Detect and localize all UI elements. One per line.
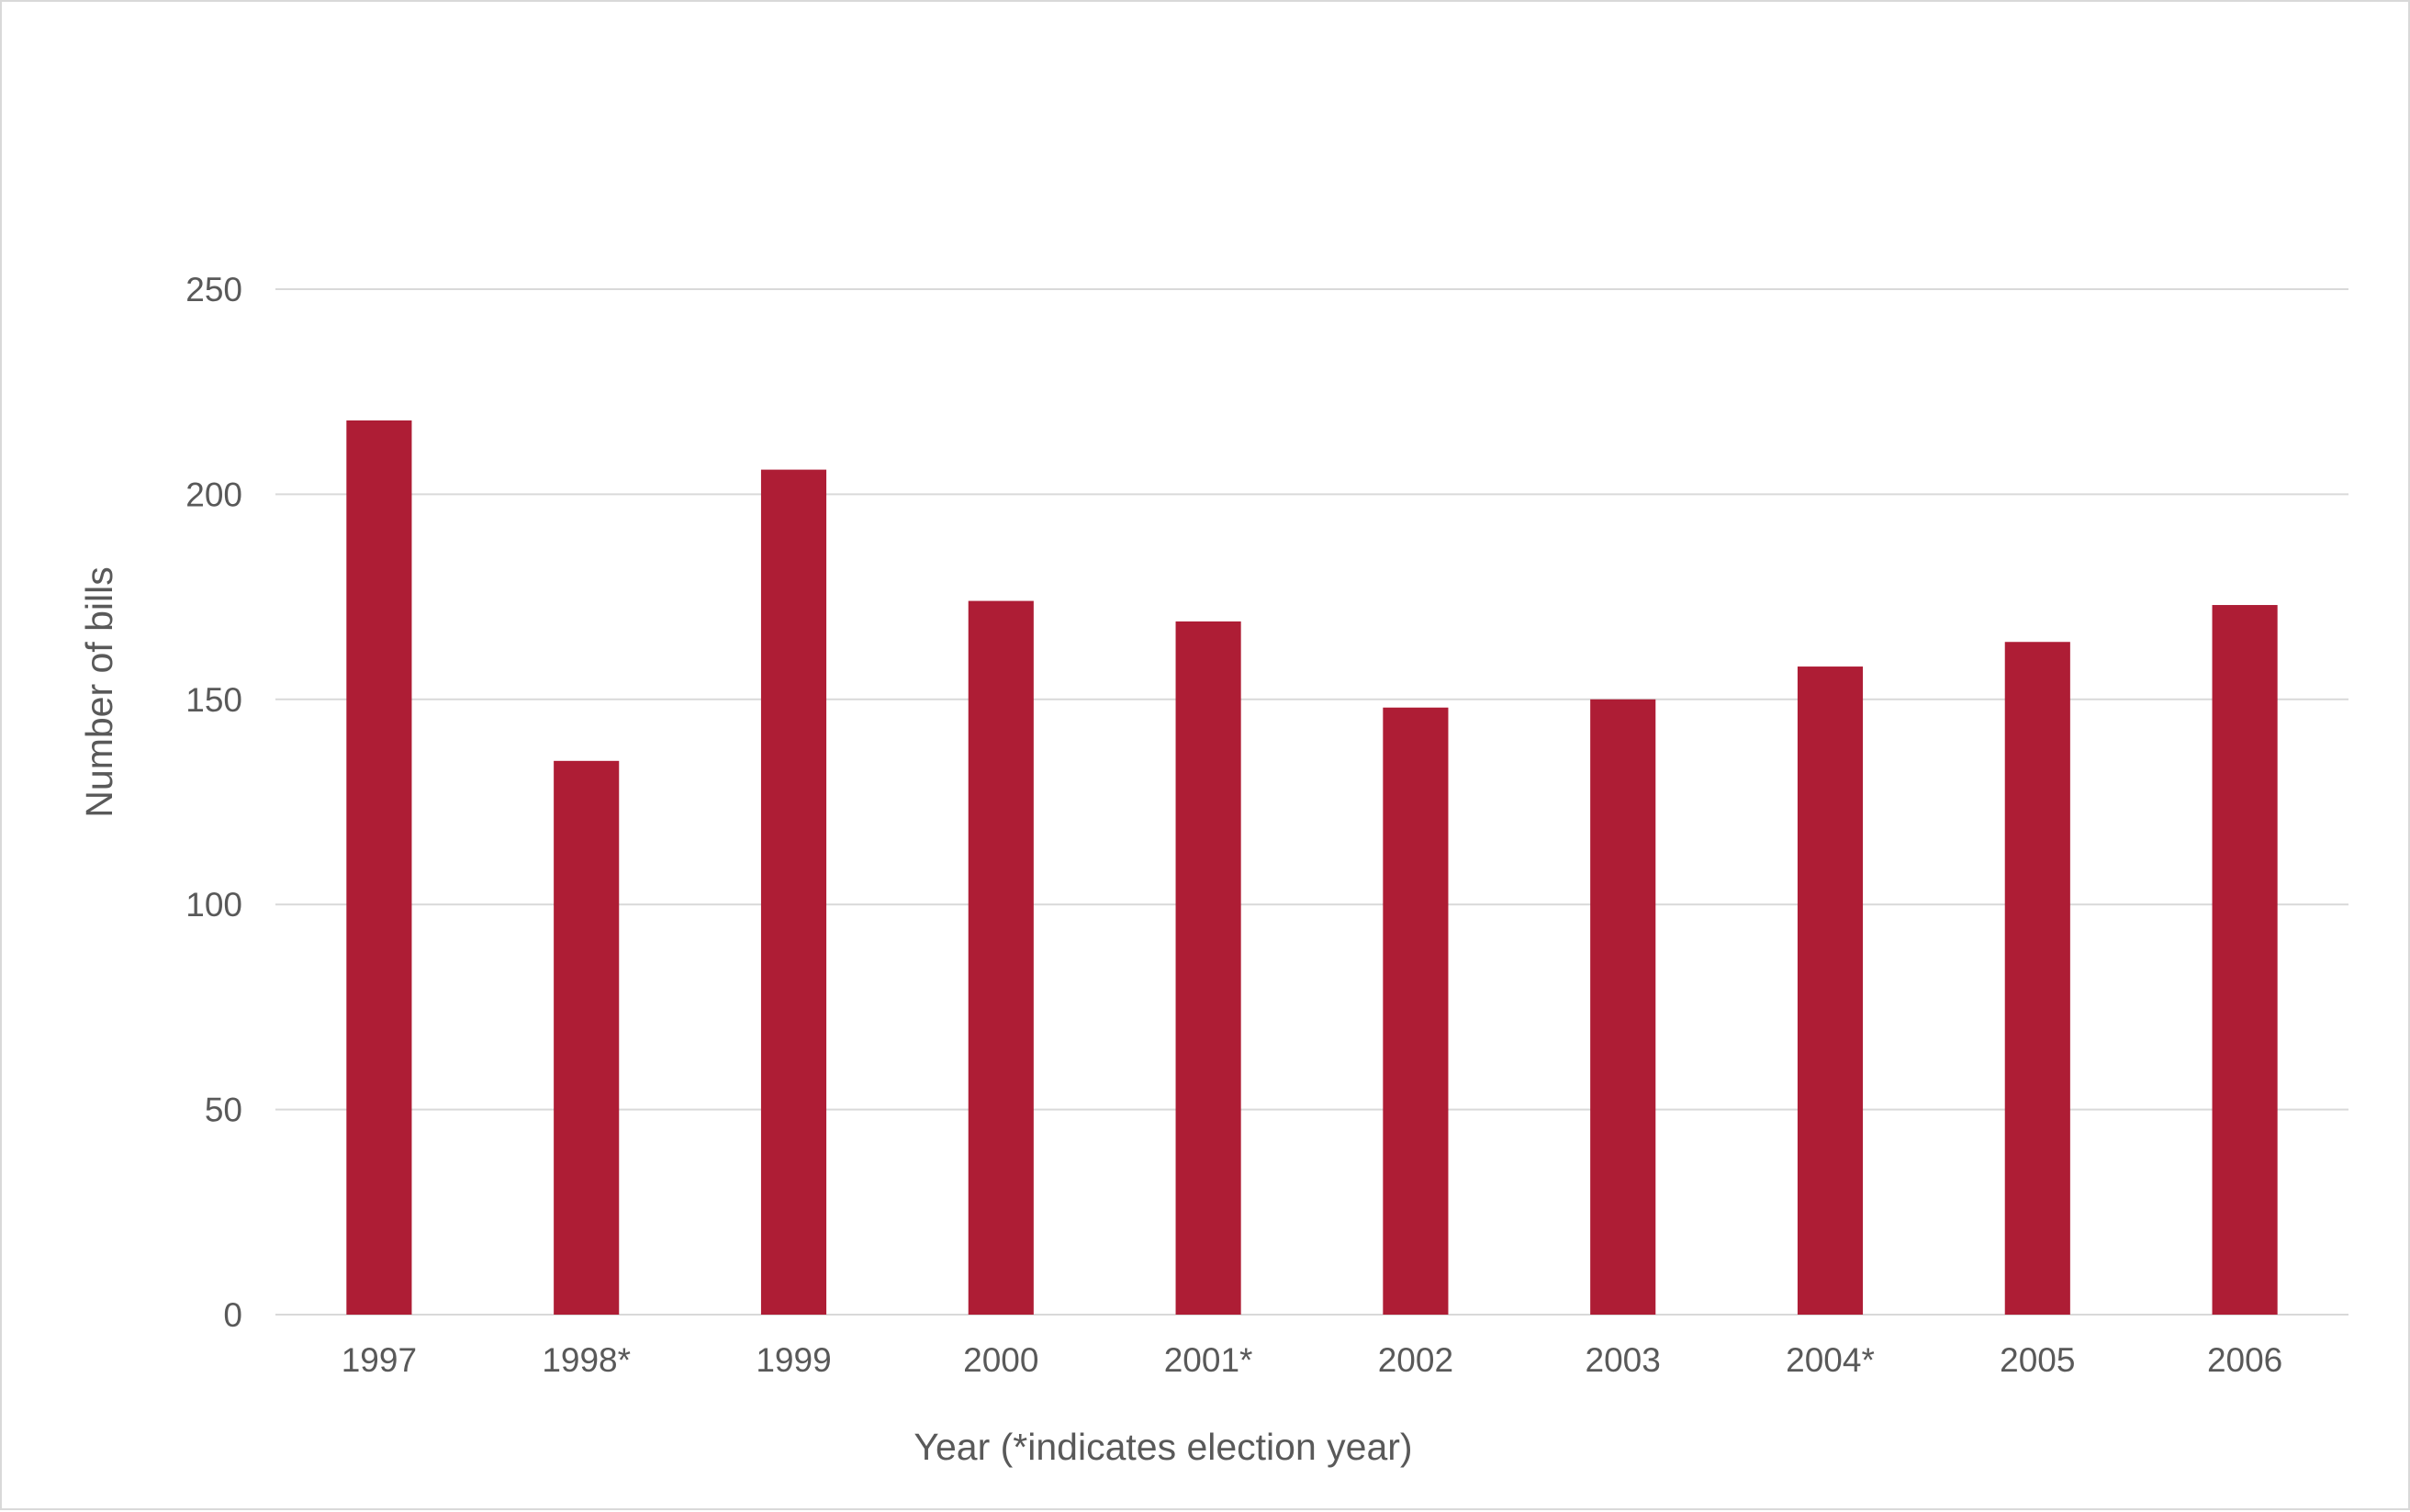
bar-2006 [2212, 605, 2278, 1315]
bar-1999 [760, 469, 827, 1315]
y-tick-label: 100 [185, 886, 242, 924]
bar-1997 [346, 420, 412, 1315]
x-tick-label: 1997 [342, 1341, 417, 1379]
y-tick-label: 250 [185, 271, 242, 308]
x-tick-label: 2003 [1586, 1341, 1661, 1379]
bar-2000 [968, 600, 1034, 1315]
x-tick-label: 2004* [1786, 1341, 1875, 1379]
bar-2005 [2004, 642, 2070, 1315]
bar-2001-election [1175, 621, 1241, 1315]
bar-2004-election [1797, 666, 1864, 1315]
x-axis-title: Year (*indicates election year) [914, 1426, 1412, 1468]
x-tick-labels: 1997 1998* 1999 2000 2001* 2002 2003 2004* 2005 2… [342, 1341, 2283, 1379]
x-tick-label: 2005 [2000, 1341, 2075, 1379]
gridlines [275, 288, 2348, 1316]
x-tick-label: 2001* [1164, 1341, 1253, 1379]
y-tick-labels: 0 50 100 150 200 250 [185, 271, 242, 1334]
x-tick-label: 1998* [542, 1341, 631, 1379]
bars [346, 420, 2278, 1315]
bar-2003 [1590, 699, 1656, 1315]
y-tick-label: 150 [185, 681, 242, 719]
bar-2002 [1383, 707, 1449, 1315]
y-tick-label: 200 [185, 476, 242, 513]
x-tick-label: 1999 [756, 1341, 831, 1379]
x-tick-label: 2002 [1378, 1341, 1453, 1379]
y-tick-label: 0 [223, 1296, 242, 1334]
y-tick-label: 50 [205, 1092, 242, 1129]
bar-1998-election [554, 760, 620, 1315]
y-axis-title: Number of bills [78, 566, 120, 817]
x-tick-label: 2006 [2207, 1341, 2282, 1379]
x-tick-label: 2000 [963, 1341, 1038, 1379]
